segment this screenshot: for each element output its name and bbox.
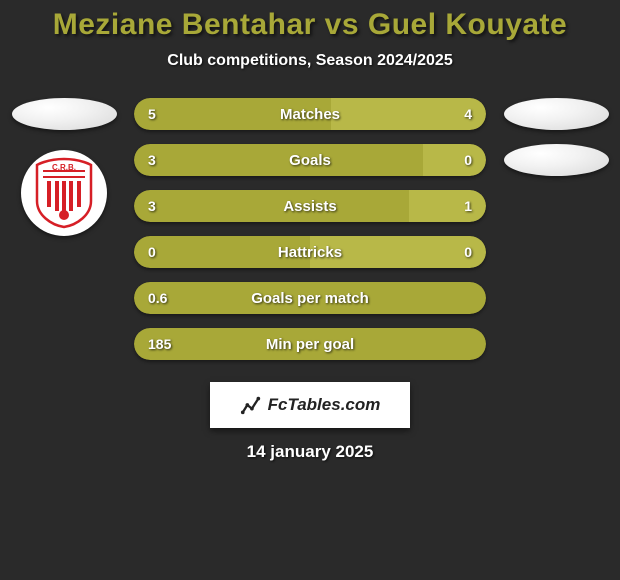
crb-crest-icon: C.R.B. [33,157,95,229]
stat-row: 00Hattricks [134,236,486,268]
page-title: Meziane Bentahar vs Guel Kouyate [0,8,620,42]
player1-segment [134,190,409,222]
brand-box[interactable]: FcTables.com [210,382,410,428]
player2-segment [331,98,486,130]
stats-bars: 54Matches 30Goals 31Assists 00Hattricks 0.6G… [130,98,490,360]
stat-row: 185Min per goal [134,328,486,360]
player1-club-badge: C.R.B. [21,150,107,236]
player1-segment [134,144,423,176]
player2-segment [409,190,486,222]
player1-segment [134,98,331,130]
player1-flag-placeholder [12,98,117,130]
stat-row: 31Assists [134,190,486,222]
stat-row: 54Matches [134,98,486,130]
player2-flag-placeholder [504,98,609,130]
main-layout: C.R.B. 54Matches 30Goals 31Assists 00Hattri… [0,98,620,360]
date-text: 14 january 2025 [0,442,620,462]
player2-side [500,98,620,176]
subtitle: Club competitions, Season 2024/2025 [0,52,620,70]
svg-text:C.R.B.: C.R.B. [52,163,76,172]
player1-segment [134,282,486,314]
player1-segment [134,236,310,268]
stat-row: 30Goals [134,144,486,176]
player2-segment [423,144,486,176]
player2-segment [310,236,486,268]
player2-club-placeholder [504,144,609,176]
player1-segment [134,328,486,360]
comparison-card: Meziane Bentahar vs Guel Kouyate Club co… [0,0,620,462]
player1-side: C.R.B. [0,98,120,236]
stat-row: 0.6Goals per match [134,282,486,314]
fctables-logo-icon [240,394,262,416]
brand-text: FcTables.com [268,395,381,415]
